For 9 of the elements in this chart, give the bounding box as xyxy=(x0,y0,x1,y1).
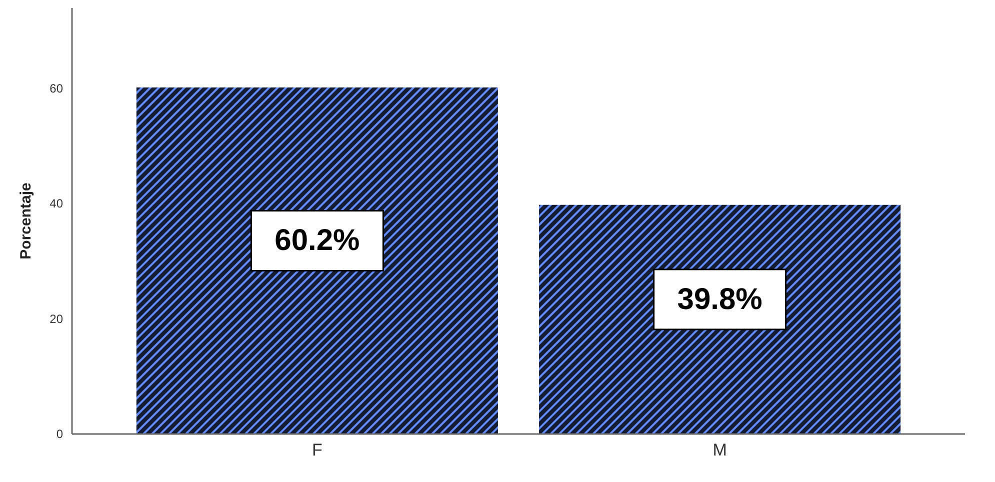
data-label: 60.2% xyxy=(274,224,360,258)
x-tick-label: M xyxy=(712,440,727,460)
data-label: 39.8% xyxy=(677,282,762,316)
y-axis-title: Porcentaje xyxy=(18,182,34,260)
y-tick-label: 60 xyxy=(50,82,64,96)
y-tick-label: 20 xyxy=(50,312,64,326)
y-tick-label: 40 xyxy=(50,196,64,211)
y-tick-label: 0 xyxy=(56,427,64,441)
x-tick-label: F xyxy=(312,440,322,460)
